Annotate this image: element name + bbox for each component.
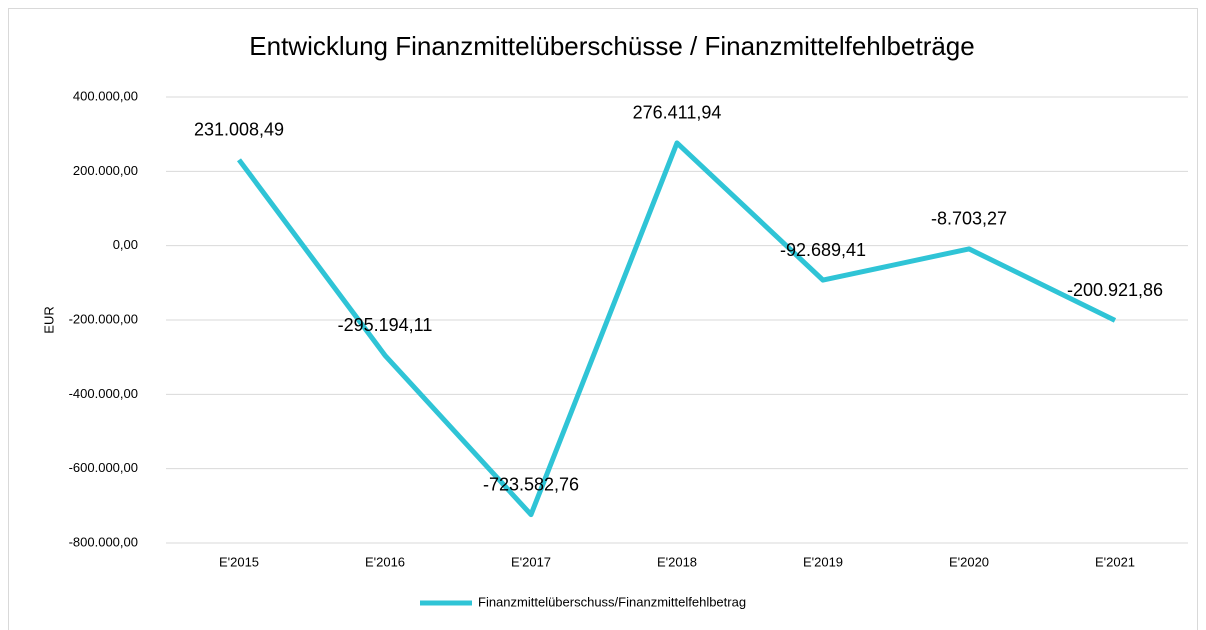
data-label: -295.194,11	[338, 315, 433, 335]
x-tick-label: E'2021	[1095, 554, 1135, 569]
data-line	[236, 140, 1117, 518]
y-tick-label: -800.000,00	[69, 534, 138, 549]
x-tick-label: E'2019	[803, 554, 843, 569]
chart-frame	[8, 8, 1198, 630]
data-label: -8.703,27	[931, 209, 1007, 229]
data-label: -200.921,86	[1067, 280, 1163, 300]
x-tick-label: E'2015	[219, 554, 259, 569]
legend-label: Finanzmittelüberschuss/Finanzmittelfehlb…	[478, 594, 746, 609]
data-label: 231.008,49	[194, 120, 284, 140]
y-tick-label: 200.000,00	[73, 163, 138, 178]
y-tick-label: -600.000,00	[69, 460, 138, 475]
x-tick-label: E'2017	[511, 554, 551, 569]
y-tick-label: -400.000,00	[69, 386, 138, 401]
data-label: -92.689,41	[780, 240, 866, 260]
y-axis-label: EUR	[41, 306, 56, 333]
y-tick-label: 0,00	[113, 237, 138, 252]
x-tick-label: E'2018	[657, 554, 697, 569]
chart-title: Entwicklung Finanzmittelüberschüsse / Fi…	[249, 31, 974, 61]
x-tick-label: E'2020	[949, 554, 989, 569]
y-tick-label: -200.000,00	[69, 311, 138, 326]
data-label: 276.411,94	[633, 103, 722, 123]
y-tick-label: 400.000,00	[73, 88, 138, 103]
data-label: -723.582,76	[483, 474, 579, 494]
x-tick-label: E'2016	[365, 554, 405, 569]
